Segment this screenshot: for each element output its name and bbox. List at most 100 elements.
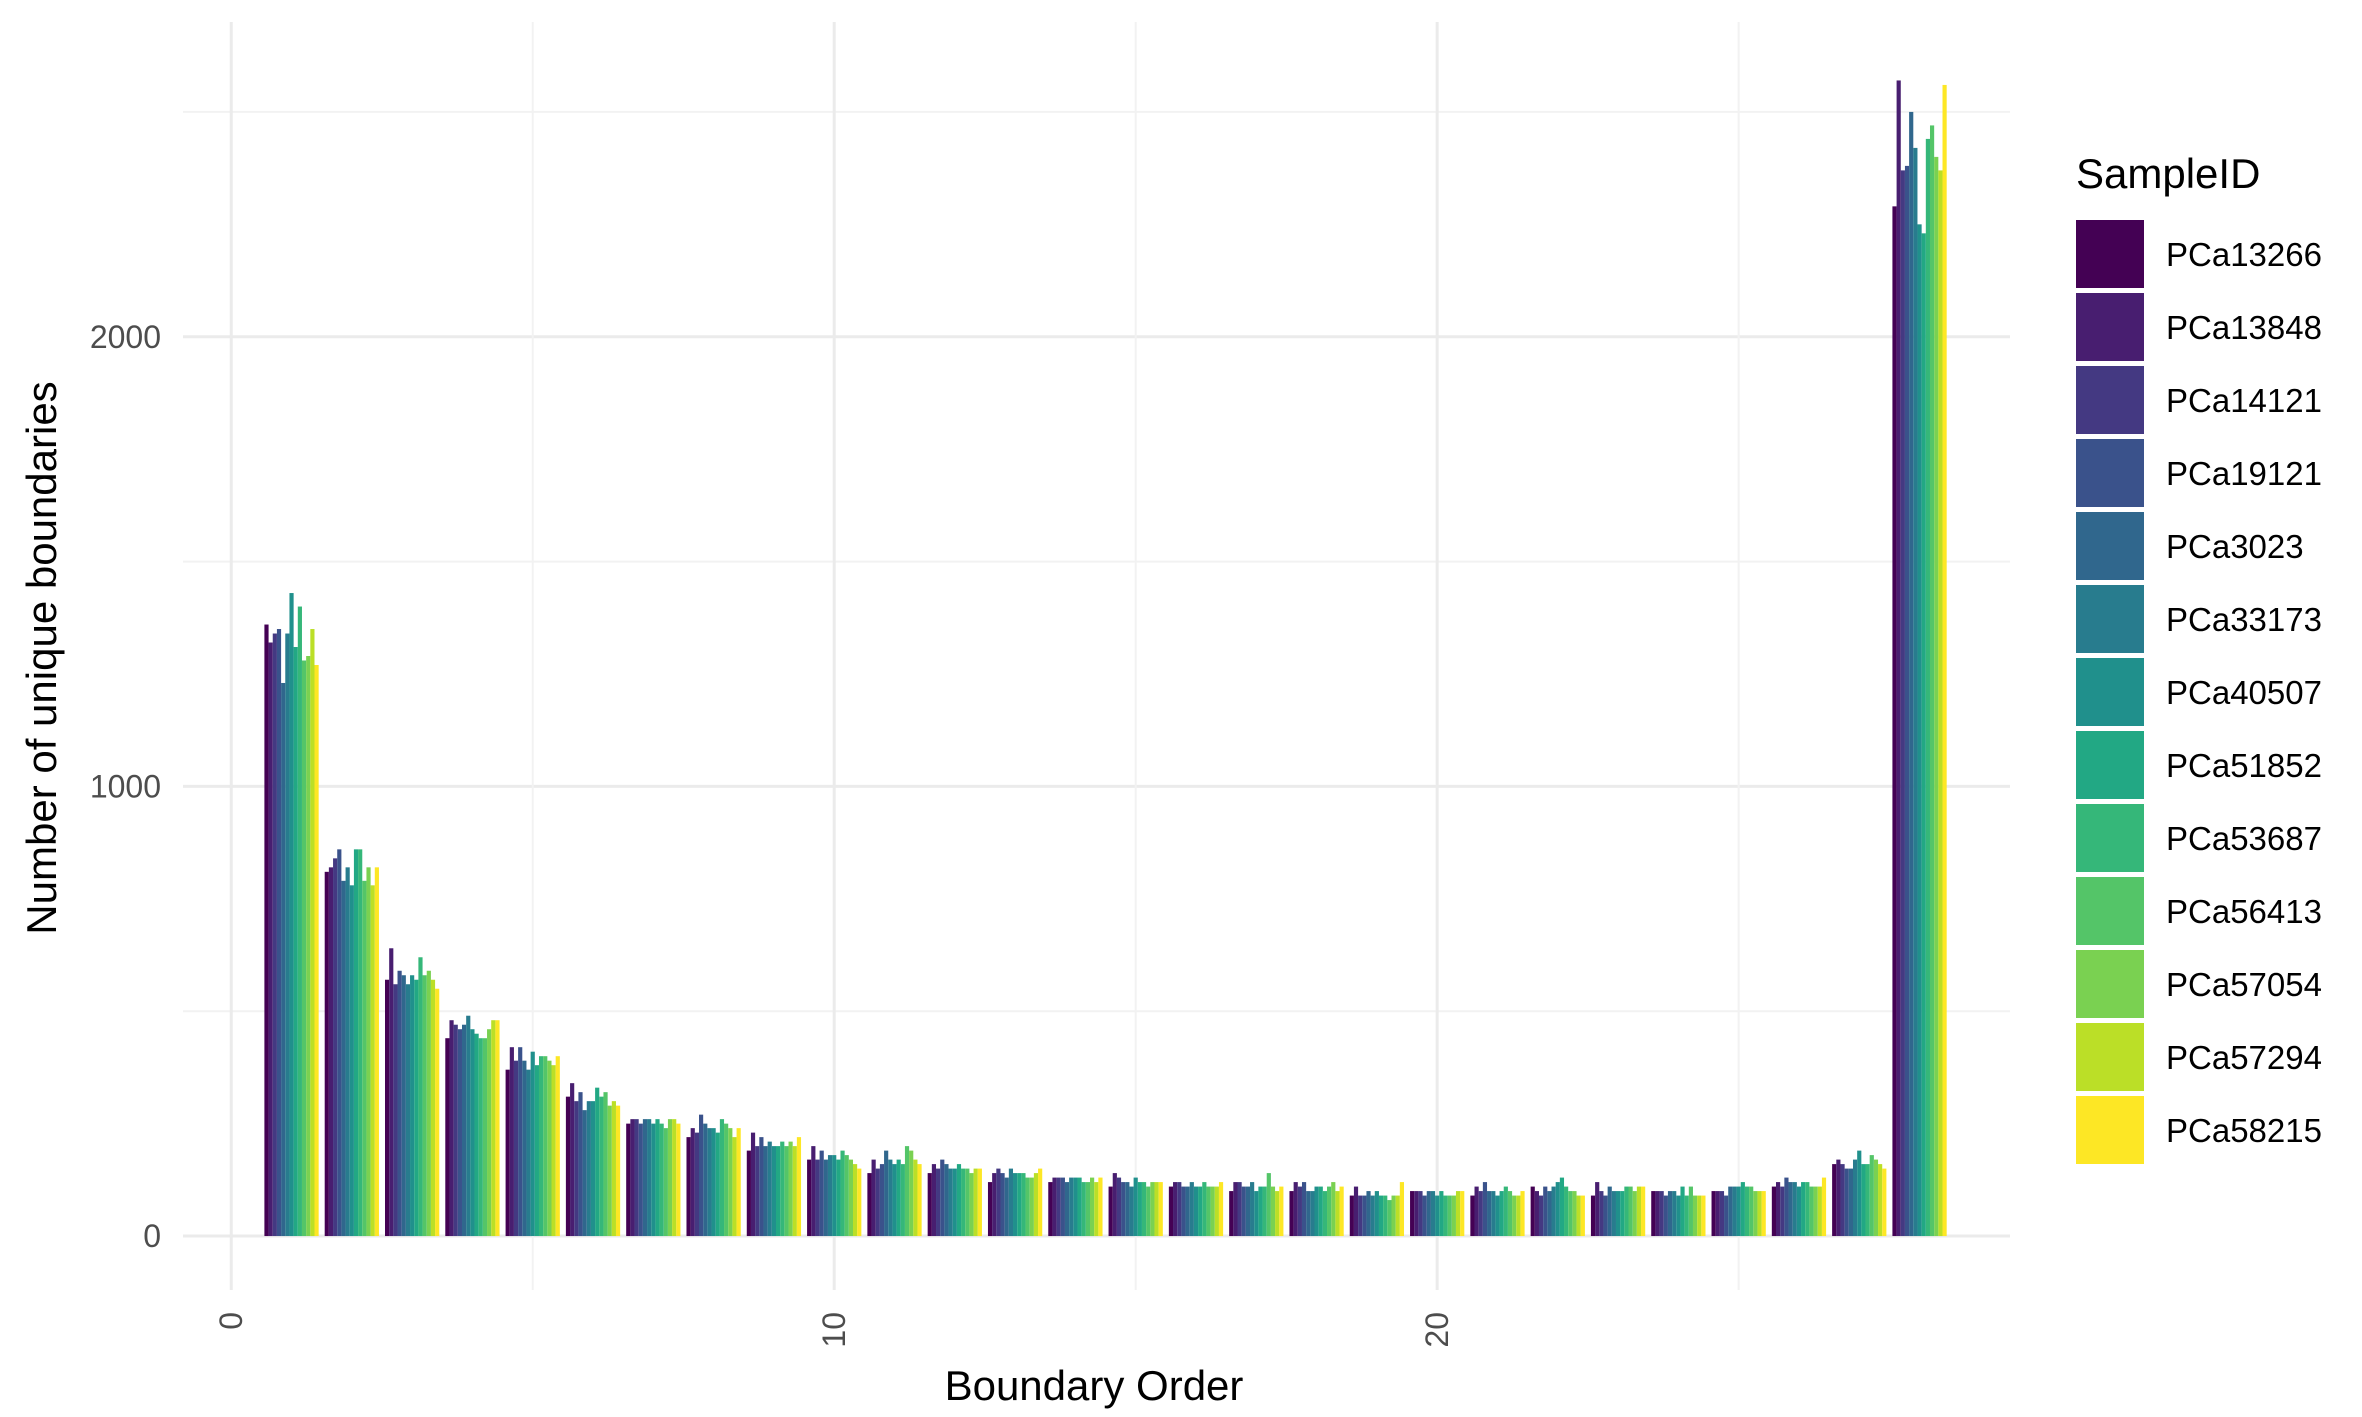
bar	[634, 1119, 639, 1237]
legend-key	[2076, 220, 2144, 288]
bar	[1917, 224, 1922, 1237]
bar	[495, 1020, 500, 1237]
bar	[1909, 111, 1914, 1237]
bar	[892, 1164, 897, 1237]
bar	[763, 1146, 768, 1237]
bar	[969, 1173, 974, 1237]
bar	[638, 1123, 643, 1237]
bar	[1306, 1191, 1311, 1237]
bar	[281, 682, 286, 1237]
bar	[276, 629, 282, 1237]
bar	[1684, 1195, 1689, 1237]
bar	[1335, 1191, 1340, 1237]
bar	[607, 1105, 612, 1237]
bar	[1198, 1186, 1203, 1237]
bar	[1882, 1168, 1887, 1237]
bar	[1289, 1191, 1294, 1237]
bar	[1254, 1191, 1259, 1237]
legend-label: PCa58215	[2166, 1112, 2322, 1149]
y-tick-label: 0	[143, 1218, 161, 1254]
bar	[1121, 1182, 1126, 1237]
y-axis-ticks: 0 1000 2000	[90, 319, 161, 1254]
legend-key	[2076, 658, 2144, 726]
bar	[1374, 1191, 1379, 1237]
bar	[1460, 1191, 1465, 1237]
bar	[1435, 1195, 1440, 1237]
bar	[1792, 1182, 1797, 1237]
legend-items: PCa13266 PCa13848 PCa14121 PCa19121 PCa3023 P…	[2076, 220, 2322, 1164]
bar	[952, 1168, 957, 1237]
bar	[667, 1119, 673, 1237]
bar	[1185, 1186, 1190, 1237]
bar	[1503, 1186, 1508, 1237]
bar	[819, 1150, 824, 1237]
bar	[1771, 1186, 1777, 1237]
bar	[301, 660, 307, 1237]
bar	[840, 1150, 845, 1237]
bar	[1370, 1195, 1375, 1237]
bar	[1310, 1191, 1315, 1237]
bar	[430, 979, 436, 1237]
bar	[655, 1119, 660, 1237]
bar	[526, 1069, 531, 1237]
bar	[1641, 1186, 1646, 1237]
bar	[1740, 1182, 1745, 1237]
bar	[1293, 1182, 1298, 1237]
bar	[1572, 1191, 1577, 1237]
bar	[457, 1029, 462, 1237]
bar	[1744, 1186, 1750, 1237]
bar	[1426, 1191, 1431, 1237]
bar	[555, 1056, 560, 1237]
bar	[578, 1092, 583, 1237]
y-axis-title: Number of unique boundaries	[18, 381, 65, 934]
bar	[570, 1083, 575, 1237]
bar	[1559, 1177, 1565, 1237]
bar	[659, 1123, 664, 1237]
bar	[349, 885, 354, 1237]
bar	[1672, 1191, 1677, 1237]
bar	[1925, 138, 1930, 1237]
legend-key	[2076, 512, 2144, 580]
bar	[1512, 1195, 1517, 1237]
bar	[724, 1123, 729, 1237]
bar	[1809, 1186, 1814, 1237]
bar	[1081, 1182, 1086, 1237]
bar	[1801, 1182, 1806, 1237]
bar	[538, 1056, 544, 1237]
legend-key	[2076, 366, 2144, 434]
bar	[686, 1137, 691, 1237]
bar	[1848, 1168, 1853, 1237]
bar	[1331, 1182, 1336, 1237]
bar	[586, 1101, 591, 1237]
bar	[917, 1164, 922, 1237]
bar	[879, 1164, 885, 1237]
bar	[1701, 1195, 1706, 1237]
bar	[1056, 1177, 1061, 1237]
bar	[595, 1087, 600, 1237]
bar	[1900, 170, 1905, 1237]
bar	[1297, 1186, 1302, 1237]
bar	[1904, 165, 1910, 1237]
bar	[1840, 1164, 1845, 1237]
bar	[1241, 1186, 1246, 1237]
bar	[314, 664, 319, 1237]
bar	[807, 1159, 812, 1237]
bar	[1844, 1168, 1849, 1237]
legend-key	[2076, 1023, 2144, 1091]
bar	[1085, 1182, 1091, 1237]
bar	[871, 1159, 876, 1237]
bar	[1892, 206, 1897, 1237]
bar	[1279, 1186, 1284, 1237]
bar	[1784, 1177, 1789, 1237]
bar	[1146, 1186, 1151, 1237]
legend-label: PCa56413	[2166, 893, 2322, 930]
legend-label: PCa57294	[2166, 1039, 2322, 1076]
bar	[1073, 1177, 1078, 1237]
bar	[1301, 1182, 1307, 1237]
bar	[1555, 1182, 1560, 1237]
bar	[1651, 1191, 1656, 1237]
bar	[1929, 125, 1935, 1237]
bar	[384, 979, 390, 1237]
bar	[884, 1150, 889, 1237]
bar	[1749, 1186, 1754, 1237]
